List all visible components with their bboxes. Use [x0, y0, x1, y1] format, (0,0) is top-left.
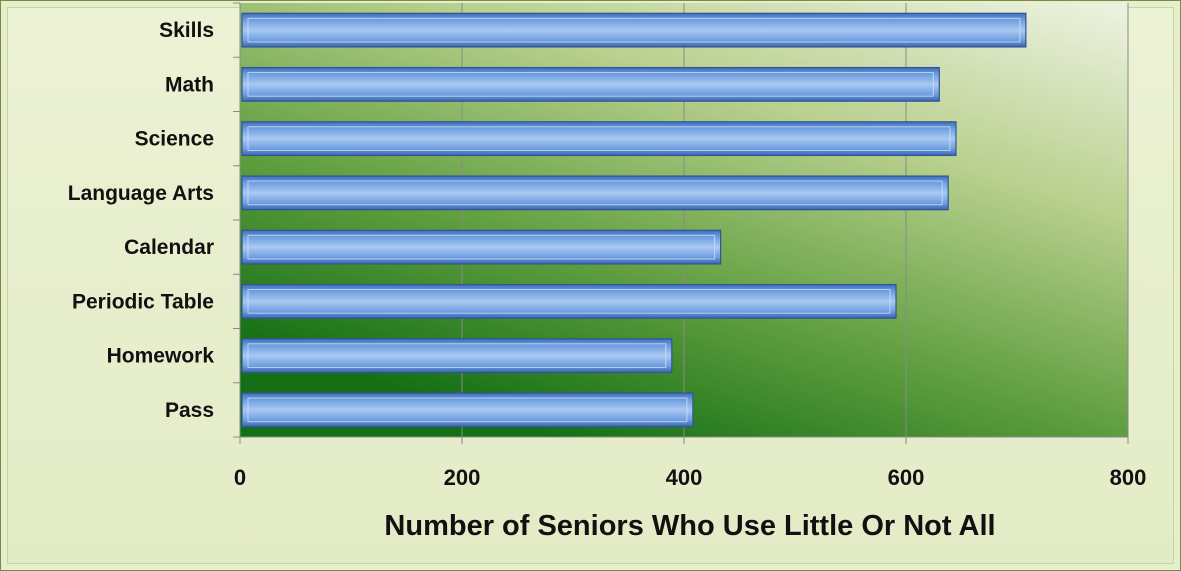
bar-body [241, 283, 897, 319]
category-label: Pass [165, 399, 214, 422]
bar [241, 338, 673, 374]
bar-body [241, 175, 949, 211]
x-tick-label: 800 [1110, 465, 1147, 490]
bar-bevel [247, 234, 716, 260]
y-axis: Skills Math Science Language Arts Calendar Pe… [68, 2, 241, 438]
category-label: Science [135, 128, 214, 151]
category-label: Math [165, 73, 214, 96]
bar-body [241, 12, 1027, 48]
bar [241, 121, 957, 157]
category-label: Skills [159, 19, 214, 42]
bar-bevel [247, 397, 688, 423]
bar-bevel [247, 343, 667, 368]
x-tick-label: 600 [888, 465, 925, 490]
bar [241, 175, 949, 211]
x-tick-label: 200 [444, 465, 481, 490]
bar-body [241, 338, 673, 374]
bar-bevel [247, 289, 891, 314]
x-axis: 0 200 400 600 800 [234, 436, 1147, 490]
category-label: Homework [107, 345, 215, 368]
bar [241, 283, 897, 319]
bar-bevel [247, 126, 951, 151]
bar [241, 392, 694, 428]
bar-bevel [247, 180, 943, 206]
bar [241, 66, 940, 102]
category-label: Calendar [124, 236, 214, 259]
category-label: Language Arts [68, 182, 214, 205]
x-tick-label: 400 [666, 465, 703, 490]
bar-body [241, 229, 722, 265]
bar [241, 12, 1027, 48]
x-axis-title: Number of Seniors Who Use Little Or Not … [384, 510, 995, 542]
bars [241, 12, 1027, 428]
x-tick-label: 0 [234, 465, 246, 490]
category-label: Periodic Table [72, 290, 214, 313]
bar-bevel [247, 17, 1021, 43]
bar-bevel [247, 72, 934, 97]
bar-body [241, 392, 694, 428]
bar-body [241, 121, 957, 157]
bar [241, 229, 722, 265]
bar-body [241, 66, 940, 102]
